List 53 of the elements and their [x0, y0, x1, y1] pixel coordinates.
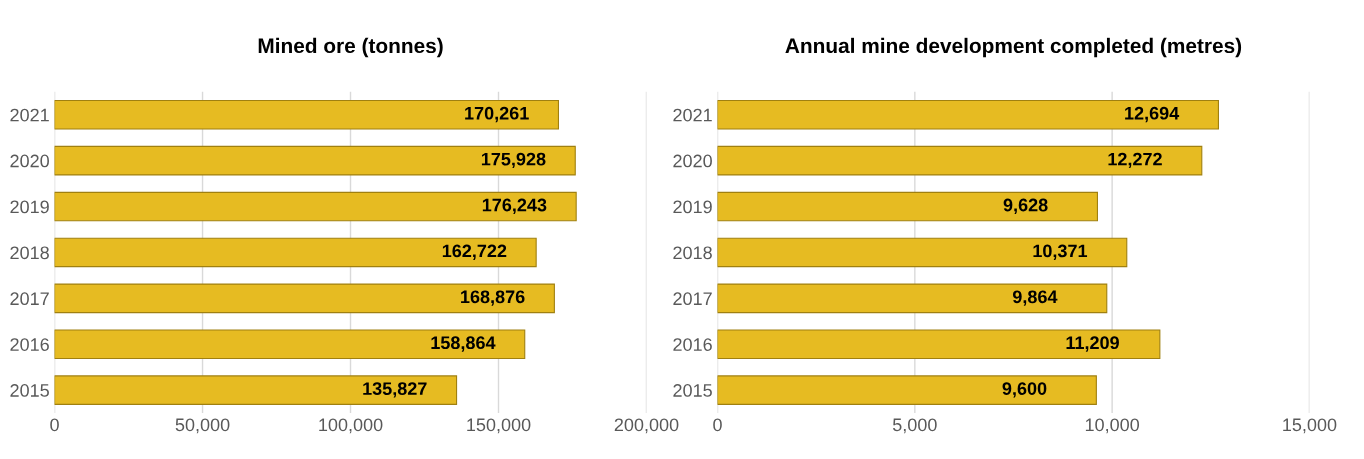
- bar: [54, 283, 555, 314]
- data-label: 9,864: [1012, 290, 1058, 306]
- x-tick-label: 15,000: [1283, 418, 1337, 434]
- data-label: 175,928: [481, 152, 546, 169]
- y-tick-label: 2018: [673, 246, 712, 260]
- bar: [717, 329, 1161, 360]
- bar: [717, 145, 1203, 176]
- data-label: 11,209: [1066, 336, 1119, 352]
- bar: [54, 329, 526, 360]
- data-label: 10,371: [1033, 244, 1088, 260]
- bar: [54, 99, 560, 130]
- bar: [717, 375, 1097, 405]
- data-label: 9,600: [1002, 382, 1047, 398]
- x-tick-label: 200,000: [614, 418, 679, 434]
- y-tick-label: 2019: [673, 200, 712, 214]
- y-tick-label: 2018: [10, 246, 49, 260]
- y-tick-label: 2015: [673, 384, 712, 397]
- x-tick-label: 100,000: [319, 418, 383, 434]
- data-label: 9,628: [1003, 198, 1048, 215]
- data-label: 168,876: [461, 290, 525, 306]
- y-tick-label: 2019: [10, 200, 49, 214]
- y-tick-label: 2015: [10, 384, 49, 397]
- data-label: 176,243: [482, 198, 547, 215]
- x-tick-label: 5,000: [892, 418, 937, 434]
- data-label: 135,827: [363, 382, 427, 398]
- y-tick-label: 2016: [10, 338, 49, 351]
- y-tick-label: 2017: [673, 292, 712, 306]
- bar: [54, 375, 458, 405]
- bar: [717, 99, 1219, 130]
- y-tick-label: 2021: [10, 108, 49, 122]
- x-tick-label: 0: [713, 418, 722, 432]
- bar: [54, 145, 576, 176]
- data-label: 12,694: [1125, 106, 1180, 123]
- data-label: 162,722: [442, 244, 507, 260]
- bar: [54, 191, 577, 222]
- y-tick-label: 2020: [673, 154, 712, 168]
- x-tick-label: 0: [50, 418, 59, 432]
- data-label: 158,864: [431, 336, 496, 352]
- y-tick-label: 2020: [10, 154, 49, 168]
- y-tick-label: 2021: [673, 108, 712, 122]
- y-tick-label: 2016: [673, 338, 712, 351]
- x-tick-label: 10,000: [1085, 418, 1140, 434]
- bar: [717, 191, 1099, 222]
- chart-title: Mined ore (tonnes): [258, 37, 443, 58]
- data-label: 12,272: [1108, 152, 1162, 169]
- bar: [717, 237, 1128, 268]
- x-tick-label: 50,000: [175, 418, 230, 434]
- data-label: 170,261: [465, 106, 529, 123]
- chart-title: Annual mine development completed (metres): [785, 37, 1242, 58]
- x-tick-label: 150,000: [467, 418, 531, 434]
- bar: [54, 237, 537, 268]
- y-tick-label: 2017: [10, 292, 49, 306]
- bar: [717, 283, 1108, 314]
